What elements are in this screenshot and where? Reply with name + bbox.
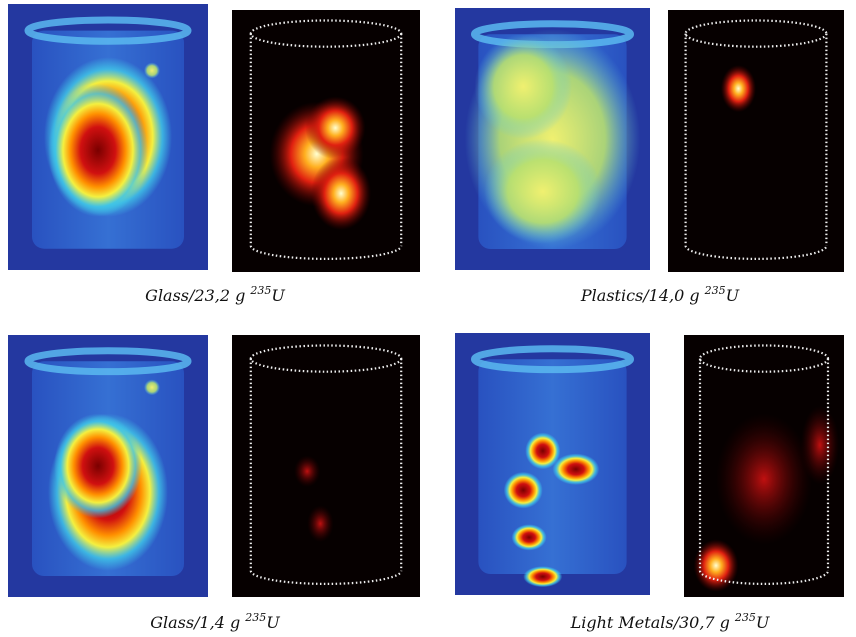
caption-material: Plastics/14,0 g [580, 286, 700, 305]
reconstruction-hotspot [801, 406, 839, 485]
reconstruction-hotspot [311, 157, 371, 230]
figure: Glass/23,2 g235UPlastics/14,0 g235UGlass… [0, 0, 856, 637]
caption: Plastics/14,0 g 235U [580, 284, 740, 305]
caption-isotope: 235 [734, 611, 756, 624]
reconstruction-hotspot [721, 65, 756, 112]
scan-hotspot [504, 472, 543, 509]
reconstruction-image [232, 335, 420, 597]
scan-hotspot [48, 84, 148, 217]
caption: Light Metals/30,7 g 235U [570, 611, 770, 632]
caption-element: U [756, 613, 770, 632]
caption-element: U [726, 286, 740, 305]
reconstruction-image [232, 10, 420, 272]
scan-hotspot [553, 454, 600, 485]
reconstruction-image [668, 10, 844, 272]
reconstruction-hotspot [305, 96, 365, 159]
reconstruction-hotspot [716, 414, 812, 545]
caption-isotope: 235 [249, 284, 271, 297]
scan-image [455, 8, 650, 270]
scan-image [8, 4, 208, 270]
reconstruction-image [684, 335, 844, 597]
scan-hotspot [54, 414, 142, 519]
scan-hotspot [523, 566, 562, 587]
scan-hotspot [144, 380, 160, 396]
caption-material: Glass/23,2 g [145, 286, 245, 305]
caption-element: U [266, 613, 280, 632]
scan-hotspot [512, 524, 547, 550]
scan-body [478, 359, 626, 574]
caption: Glass/23,2 g 235U [145, 284, 285, 305]
caption-element: U [271, 286, 285, 305]
scan-hotspot [144, 63, 160, 79]
reconstruction-background [668, 10, 844, 272]
caption: Glass/1,4 g 235U [150, 611, 280, 632]
scan-hotspot [484, 139, 601, 244]
scan-image [455, 333, 650, 595]
caption-material: Light Metals/30,7 g [570, 613, 730, 632]
caption-isotope: 235 [704, 284, 726, 297]
reconstruction-hotspot [307, 505, 333, 542]
scan-image [8, 335, 208, 597]
scan-hotspot [475, 34, 573, 139]
reconstruction-background [232, 335, 420, 597]
caption-isotope: 235 [244, 611, 266, 624]
reconstruction-hotspot [294, 456, 320, 487]
caption-material: Glass/1,4 g [150, 613, 240, 632]
